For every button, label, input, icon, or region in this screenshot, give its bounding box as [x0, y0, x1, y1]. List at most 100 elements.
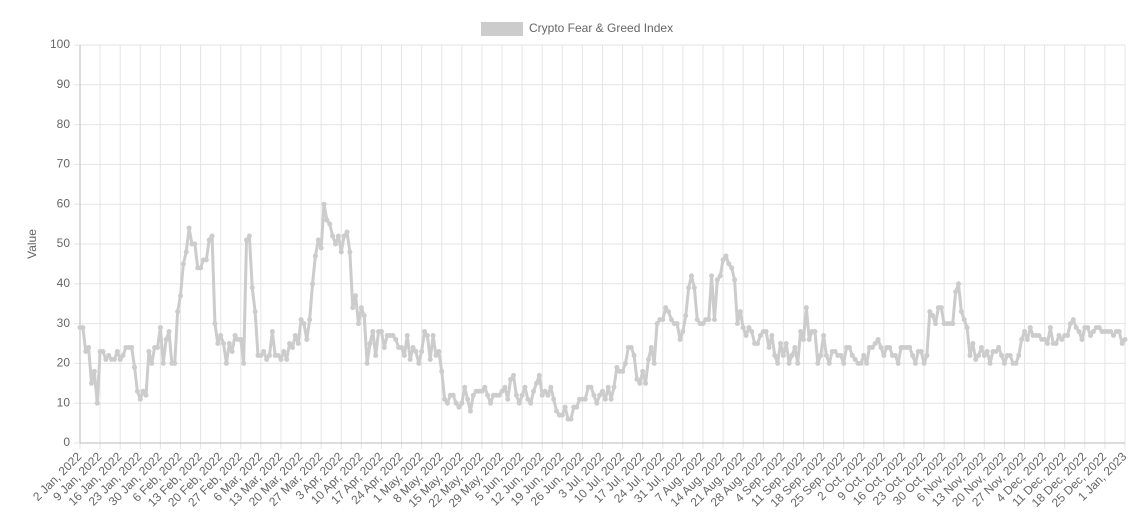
data-point [918, 348, 924, 354]
data-point [780, 352, 786, 358]
data-point [1016, 352, 1022, 358]
data-point [203, 257, 209, 263]
data-point [631, 352, 637, 358]
data-point [933, 321, 939, 327]
data-point [973, 356, 979, 362]
data-point [114, 348, 120, 354]
data-point [878, 344, 884, 350]
data-point [198, 265, 204, 271]
data-point [723, 253, 729, 259]
data-point [143, 392, 149, 398]
data-point [640, 368, 646, 374]
data-point [117, 356, 123, 362]
data-point [582, 396, 588, 402]
data-point [568, 416, 574, 422]
data-point [206, 237, 212, 243]
data-point [1019, 337, 1025, 343]
data-point [378, 329, 384, 335]
data-point [258, 352, 264, 358]
data-point [700, 321, 706, 327]
data-point [772, 352, 778, 358]
data-point [1056, 333, 1062, 339]
data-point [1067, 321, 1073, 327]
data-point [516, 400, 522, 406]
data-point [347, 249, 353, 255]
data-point [496, 392, 502, 398]
data-point [439, 368, 445, 374]
data-point [643, 380, 649, 386]
data-point [1116, 329, 1122, 335]
data-point [186, 225, 192, 231]
data-point [838, 352, 844, 358]
y-axis-label: Value [25, 229, 39, 259]
data-point [264, 356, 270, 362]
data-point [648, 344, 654, 350]
data-point [622, 360, 628, 366]
data-point [218, 333, 224, 339]
data-point [812, 329, 818, 335]
data-point [964, 325, 970, 331]
data-point [763, 329, 769, 335]
data-point [533, 380, 539, 386]
data-point [246, 233, 252, 239]
data-point [499, 388, 505, 394]
y-tick-label: 10 [57, 395, 71, 409]
data-point [482, 384, 488, 390]
data-point [999, 352, 1005, 358]
data-point [660, 317, 666, 323]
data-point [522, 384, 528, 390]
data-point [149, 360, 155, 366]
data-point [413, 348, 419, 354]
data-point [1090, 329, 1096, 335]
data-point [292, 333, 298, 339]
data-point [407, 356, 413, 362]
legend-label: Crypto Fear & Greed Index [529, 21, 673, 35]
y-tick-label: 80 [57, 117, 71, 131]
data-point [938, 305, 944, 311]
data-point [674, 321, 680, 327]
data-point [330, 233, 336, 239]
data-point [287, 341, 293, 346]
data-point [410, 344, 416, 350]
data-point [278, 356, 284, 362]
data-point [212, 321, 218, 327]
data-point [1119, 341, 1125, 346]
data-point [755, 341, 761, 346]
data-point [80, 325, 86, 331]
data-point [846, 344, 852, 350]
data-point [321, 201, 327, 207]
data-point [404, 333, 410, 339]
data-point [353, 293, 359, 299]
data-point [226, 341, 232, 346]
data-point [849, 352, 855, 358]
data-point [140, 388, 146, 394]
data-point [798, 329, 804, 335]
data-point [1027, 325, 1033, 331]
data-point [1096, 325, 1102, 331]
data-point [511, 372, 517, 378]
data-point [83, 348, 89, 354]
data-point [620, 368, 626, 374]
data-point [539, 392, 545, 398]
data-point [600, 388, 605, 394]
data-point [485, 392, 491, 398]
data-point [215, 341, 221, 346]
data-point [1070, 317, 1076, 323]
data-point [416, 360, 422, 366]
y-tick-label: 50 [57, 236, 71, 250]
data-point [536, 372, 542, 378]
data-point [453, 400, 459, 406]
data-point [134, 388, 140, 394]
data-point [1047, 325, 1053, 331]
data-point [94, 400, 100, 406]
data-point [637, 380, 643, 386]
data-point [993, 348, 999, 354]
data-point [614, 364, 620, 370]
data-point [912, 360, 918, 366]
data-point [711, 317, 717, 323]
data-point [229, 348, 235, 354]
data-point [864, 360, 870, 366]
data-point [709, 273, 715, 279]
legend-swatch [481, 22, 523, 36]
data-point [766, 344, 772, 350]
